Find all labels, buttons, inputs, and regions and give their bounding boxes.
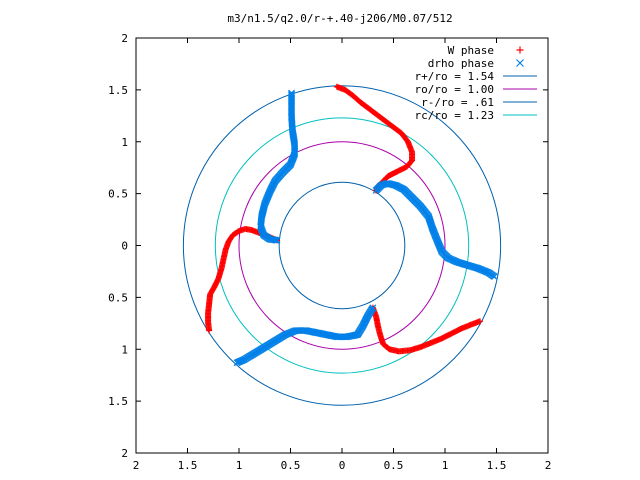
drho-phase-point	[288, 90, 295, 98]
x-tick-label: 2	[545, 459, 552, 472]
legend-label: W phase	[448, 44, 494, 57]
y-tick-label: 2	[121, 447, 128, 460]
x-tick-label: 1	[442, 459, 449, 472]
drho-phase-point	[233, 359, 241, 367]
y-axis-ticks: 2 1.5 1 0.5 0 0.5 1 1.5 2	[108, 32, 548, 460]
x-tick-label: 0.5	[281, 459, 301, 472]
legend-label: ro/ro = 1.00	[415, 83, 494, 96]
legend-marker-cross	[516, 59, 524, 67]
circle-r-1-23	[214, 117, 470, 374]
y-tick-label: 1	[121, 136, 128, 149]
drho-phase-point	[288, 89, 295, 97]
legend-label: r+/ro = 1.54	[415, 70, 495, 83]
x-tick-label: 1.5	[178, 459, 198, 472]
circle-r-1	[238, 141, 446, 350]
y-tick-label: 1.5	[108, 395, 128, 408]
w-phase-point	[206, 327, 213, 334]
chart-title: m3/n1.5/q2.0/r-+.40-j206/M0.07/512	[227, 12, 452, 25]
x-tick-label: 1.5	[487, 459, 507, 472]
y-tick-label: 1	[121, 343, 128, 356]
y-tick-label: 0	[121, 240, 128, 253]
circle-r-0-61	[278, 181, 406, 310]
legend-label: rc/ro = 1.23	[415, 109, 494, 122]
x-tick-label: 2	[133, 459, 140, 472]
x-tick-label: 0	[339, 459, 346, 472]
x-tick-label: 0.5	[384, 459, 404, 472]
y-tick-label: 2	[121, 32, 128, 45]
drho-phase-point	[491, 273, 498, 281]
legend-label: drho phase	[428, 57, 494, 70]
legend-marker-plus	[516, 46, 524, 54]
x-tick-label: 1	[236, 459, 243, 472]
y-tick-label: 1.5	[108, 84, 128, 97]
y-tick-label: 0.5	[108, 188, 128, 201]
data-points	[205, 83, 498, 367]
drho-phase-point	[288, 91, 295, 99]
legend-label: r-/ro = .61	[421, 96, 494, 109]
y-tick-label: 0.5	[108, 291, 128, 304]
w-phase-point	[477, 318, 484, 325]
x-axis-ticks: 2 1.5 1 0.5 0 0.5 1 1.5 2	[133, 38, 552, 472]
